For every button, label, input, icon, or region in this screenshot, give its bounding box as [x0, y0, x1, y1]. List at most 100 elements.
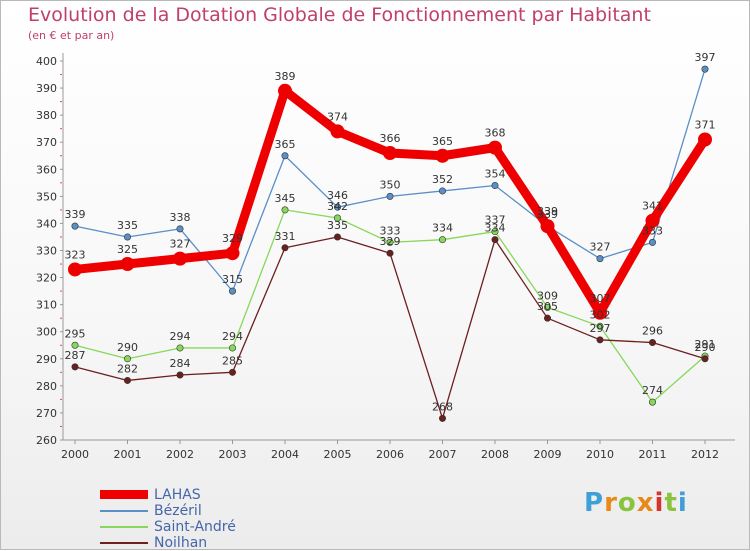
- data-label-bezeril: 397: [695, 51, 716, 64]
- logo-letter: i: [677, 488, 688, 518]
- data-point-noilhan: [648, 339, 656, 347]
- data-point-bezeril: [648, 238, 656, 246]
- data-point-noilhan: [229, 368, 237, 376]
- data-point-saint-andre: [438, 236, 446, 244]
- y-tick-label: 320: [36, 272, 57, 285]
- data-label-saint-andre: 337: [485, 214, 506, 227]
- data-label-lahas: 329: [222, 232, 243, 245]
- series-line-lahas: [70, 86, 710, 318]
- x-tick-label: 2008: [481, 448, 509, 461]
- data-label-saint-andre: 274: [642, 384, 663, 397]
- data-label-lahas: 325: [117, 243, 138, 256]
- data-point-noilhan: [701, 355, 709, 363]
- data-point-saint-andre: [648, 398, 656, 406]
- data-label-lahas: 307: [590, 292, 611, 305]
- data-label-bezeril: 365: [275, 138, 296, 151]
- y-tick-label: 270: [36, 407, 57, 420]
- data-label-bezeril: 335: [117, 219, 138, 232]
- y-tick-label: 300: [36, 326, 57, 339]
- data-label-bezeril: 346: [327, 189, 348, 202]
- data-label-saint-andre: 309: [537, 289, 558, 302]
- data-point-lahas: [278, 83, 292, 98]
- x-tick-label: 2004: [271, 448, 299, 461]
- data-label-noilhan: 297: [590, 322, 611, 335]
- data-label-noilhan: 334: [485, 222, 506, 235]
- y-tick-label: 360: [36, 163, 57, 176]
- data-point-lahas: [645, 213, 660, 228]
- logo-letter: x: [636, 488, 655, 518]
- data-label-bezeril: 350: [380, 178, 401, 191]
- y-tick-label: 390: [36, 82, 57, 95]
- y-tick-label: 380: [36, 109, 57, 122]
- data-point-bezeril: [596, 255, 604, 263]
- legend-label: Noilhan: [154, 534, 208, 551]
- x-tick-label: 2005: [324, 448, 352, 461]
- x-tick-label: 2006: [376, 448, 404, 461]
- x-tick-label: 2011: [639, 448, 667, 461]
- legend-item: Noilhan: [100, 534, 208, 551]
- logo-letter: r: [604, 488, 618, 518]
- data-label-lahas: 323: [65, 248, 86, 261]
- legend-swatch: [100, 541, 148, 544]
- data-label-saint-andre: 294: [222, 330, 243, 343]
- data-point-saint-andre: [596, 322, 604, 330]
- data-label-noilhan: 284: [170, 357, 191, 370]
- data-label-bezeril: 327: [590, 241, 611, 254]
- data-point-saint-andre: [333, 214, 341, 222]
- data-point-saint-andre: [281, 206, 289, 214]
- data-point-lahas: [225, 246, 240, 261]
- data-point-saint-andre: [543, 303, 551, 311]
- data-label-bezeril: 333: [642, 224, 663, 237]
- data-label-saint-andre: 290: [117, 341, 138, 354]
- data-label-saint-andre: 295: [65, 327, 86, 340]
- data-label-lahas: 374: [327, 110, 348, 123]
- data-label-noilhan: 287: [65, 349, 86, 362]
- data-point-bezeril: [71, 222, 79, 230]
- legend-item: Saint-André: [100, 518, 236, 535]
- data-label-bezeril: 354: [485, 168, 506, 181]
- data-label-saint-andre: 302: [590, 308, 611, 321]
- legend-label: Bézéril: [154, 502, 202, 519]
- logo-letter: i: [654, 488, 665, 518]
- legend-item: LAHAS: [100, 486, 201, 503]
- y-tick-label: 310: [36, 299, 57, 312]
- data-label-noilhan: 305: [537, 300, 558, 313]
- legend-swatch: [100, 509, 148, 512]
- data-point-noilhan: [543, 314, 551, 322]
- chart-subtitle: (en € et par an): [28, 29, 115, 42]
- data-point-bezeril: [491, 182, 499, 190]
- y-tick-label: 370: [36, 136, 57, 149]
- data-label-bezeril: 352: [432, 173, 453, 186]
- data-point-noilhan: [333, 233, 341, 241]
- x-tick-label: 2000: [61, 448, 89, 461]
- data-label-saint-andre: 291: [695, 338, 716, 351]
- y-tick-label: 330: [36, 245, 57, 258]
- data-point-bezeril: [124, 233, 132, 241]
- x-tick-label: 2009: [534, 448, 562, 461]
- data-point-noilhan: [386, 249, 394, 257]
- data-point-bezeril: [281, 152, 289, 160]
- data-point-saint-andre: [176, 344, 184, 352]
- data-label-saint-andre: 334: [432, 222, 453, 235]
- x-tick-label: 2012: [691, 448, 719, 461]
- data-point-saint-andre: [229, 344, 237, 352]
- data-label-bezeril: 339: [537, 208, 558, 221]
- logo-letter: o: [617, 488, 637, 518]
- data-point-lahas: [593, 305, 607, 320]
- proxiti-logo: Proxiti: [584, 488, 688, 518]
- chart-title: Evolution de la Dotation Globale de Fonc…: [28, 4, 651, 26]
- x-tick-label: 2001: [114, 448, 142, 461]
- data-point-saint-andre: [124, 355, 132, 363]
- legend-label: Saint-André: [154, 518, 236, 535]
- data-label-noilhan: 268: [432, 400, 453, 413]
- legend-label: LAHAS: [154, 486, 201, 503]
- data-point-lahas: [120, 257, 135, 272]
- x-tick-label: 2003: [219, 448, 247, 461]
- data-point-lahas: [383, 146, 397, 161]
- data-label-lahas: 365: [432, 135, 453, 148]
- data-point-saint-andre: [71, 341, 79, 349]
- data-point-noilhan: [71, 363, 79, 371]
- data-point-bezeril: [438, 187, 446, 195]
- data-label-noilhan: 296: [642, 325, 663, 338]
